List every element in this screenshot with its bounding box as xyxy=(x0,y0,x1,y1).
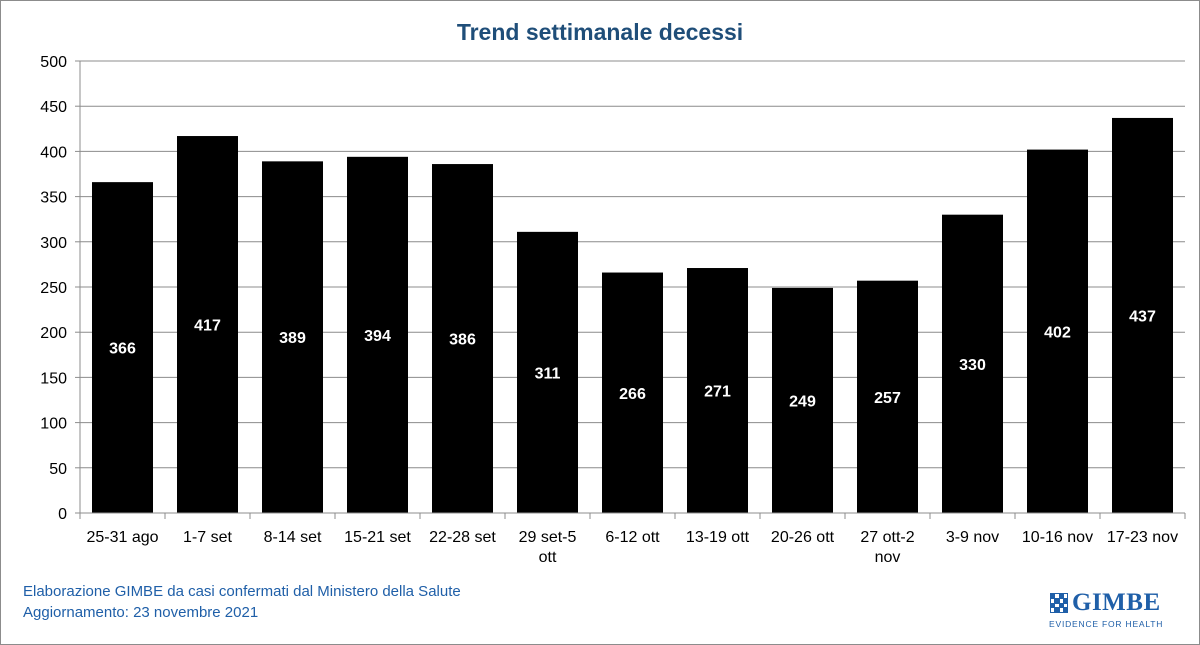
source-note: Elaborazione GIMBE da casi confermati da… xyxy=(23,581,461,623)
y-tick-label: 0 xyxy=(58,506,67,523)
chart-title: Trend settimanale decessi xyxy=(457,19,743,45)
gimbe-logo-mark-icon xyxy=(1050,593,1068,613)
data-label: 437 xyxy=(1129,308,1156,325)
bar xyxy=(857,280,918,513)
update-line: Aggiornamento: 23 novembre 2021 xyxy=(23,604,259,621)
x-tick-label: 15-21 set xyxy=(344,529,411,546)
gimbe-logo: GIMBE EVIDENCE FOR HEALTH xyxy=(1048,589,1168,631)
x-tick-label: 27 ott-2 nov xyxy=(860,529,914,566)
source-line: Elaborazione GIMBE da casi confermati da… xyxy=(23,583,461,600)
y-tick-label: 500 xyxy=(40,54,67,71)
data-label: 271 xyxy=(704,384,731,401)
bar xyxy=(602,272,663,513)
y-tick-label: 150 xyxy=(40,370,67,387)
x-tick-label: 3-9 nov xyxy=(946,529,999,546)
data-label: 386 xyxy=(449,332,476,349)
data-label: 257 xyxy=(874,390,901,407)
x-tick-label: 1-7 set xyxy=(183,529,232,546)
data-label: 394 xyxy=(364,328,391,345)
x-tick-label: 17-23 nov xyxy=(1107,529,1178,546)
data-label: 402 xyxy=(1044,324,1071,341)
bar xyxy=(262,161,323,513)
bar xyxy=(432,164,493,513)
y-tick-label: 400 xyxy=(40,144,67,161)
x-tick-label: 6-12 ott xyxy=(605,529,660,546)
bar xyxy=(1027,149,1088,514)
data-label: 330 xyxy=(959,357,986,374)
x-tick-label: 29 set-5 ott xyxy=(519,529,577,566)
y-tick-label: 350 xyxy=(40,190,67,207)
x-tick-label: 20-26 ott xyxy=(771,529,835,546)
data-label: 417 xyxy=(194,318,221,335)
x-tick-label: 22-28 set xyxy=(429,529,496,546)
data-label: 311 xyxy=(535,365,561,382)
x-tick-label: 25-31 ago xyxy=(86,529,158,546)
data-label: 266 xyxy=(619,386,646,403)
bar xyxy=(772,287,833,513)
x-tick-label: 13-19 ott xyxy=(686,529,750,546)
bar xyxy=(687,268,748,513)
x-tick-label: 10-16 nov xyxy=(1022,529,1093,546)
y-tick-label: 250 xyxy=(40,280,67,297)
logo-tagline: EVIDENCE FOR HEALTH xyxy=(1049,619,1164,629)
bar xyxy=(517,231,578,513)
data-label: 249 xyxy=(789,393,816,410)
y-tick-label: 450 xyxy=(40,99,67,116)
y-tick-label: 50 xyxy=(49,461,67,478)
data-label: 389 xyxy=(279,330,306,347)
y-tick-label: 100 xyxy=(40,416,67,433)
bars: 366 417 389 394 386 311 266 271 249 257 330 402 437 xyxy=(92,117,1173,514)
x-axis: 25-31 ago 1-7 set 8-14 set 15-21 set 22-28 s… xyxy=(79,512,1186,566)
logo-wordmark: GIMBE xyxy=(1072,589,1161,616)
data-label: 366 xyxy=(109,341,136,358)
bar xyxy=(347,156,408,513)
x-tick-label: 8-14 set xyxy=(264,529,322,546)
y-tick-label: 200 xyxy=(40,325,67,342)
bar xyxy=(92,182,153,514)
bar xyxy=(942,214,1003,513)
y-axis: 0 50 100 150 200 250 300 350 400 450 500 xyxy=(40,54,81,523)
y-tick-label: 300 xyxy=(40,235,67,252)
bar xyxy=(177,136,238,514)
bar xyxy=(1112,117,1173,514)
